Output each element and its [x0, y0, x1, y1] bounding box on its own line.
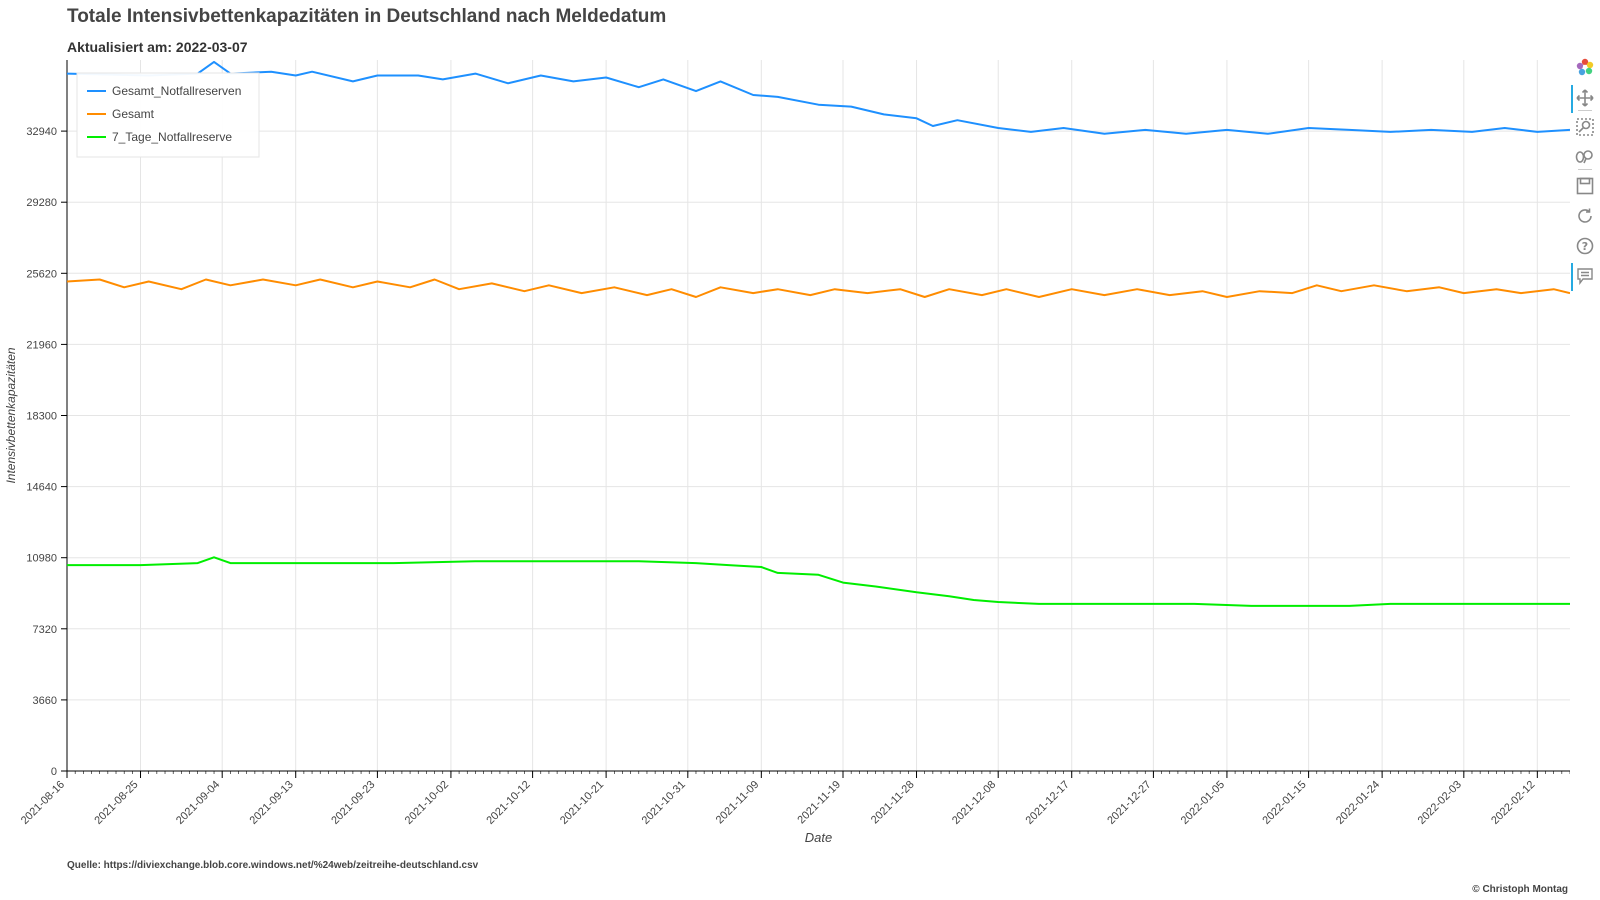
box-zoom-tool-icon[interactable]	[1574, 116, 1596, 138]
y-tick-label: 14640	[26, 482, 57, 494]
y-tick-label: 32940	[26, 126, 57, 138]
x-tick-label: 2022-01-24	[1334, 779, 1382, 827]
chart-toolbar: ?	[1571, 56, 1598, 306]
x-tick-label: 2022-01-05	[1179, 779, 1227, 827]
help-tool-icon[interactable]: ?	[1574, 235, 1596, 257]
svg-text:?: ?	[1582, 240, 1588, 253]
x-tick-label: 2021-09-13	[248, 779, 296, 827]
legend	[76, 72, 260, 158]
x-tick-label: 2021-11-09	[714, 779, 762, 827]
x-tick-label: 2021-10-02	[403, 779, 451, 827]
legend-label[interactable]: Gesamt	[112, 107, 155, 121]
page-title: Totale Intensivbettenkapazitäten in Deut…	[67, 6, 667, 27]
y-tick-label: 7320	[33, 624, 57, 636]
x-tick-label: 2021-11-28	[869, 779, 917, 827]
x-tick-label: 2021-08-25	[92, 779, 140, 827]
x-tick-label: 2022-02-12	[1489, 779, 1537, 827]
x-axis-label: Date	[805, 830, 832, 845]
x-tick-label: 2022-01-15	[1260, 779, 1308, 827]
reset-tool-icon[interactable]	[1574, 205, 1596, 227]
line-chart[interactable]: 0 3660 7320 10980 14640 18300 21960 25620 29280 3…	[0, 0, 1570, 860]
pan-tool-icon[interactable]	[1571, 85, 1596, 113]
bokeh-logo-icon[interactable]	[1574, 56, 1596, 78]
y-tick-label: 21960	[26, 339, 57, 351]
y-tick-label: 25620	[26, 268, 57, 280]
x-tick-label: 2021-09-23	[329, 779, 377, 827]
y-tick-label: 18300	[26, 411, 57, 423]
wheel-zoom-tool-icon[interactable]	[1574, 146, 1596, 168]
y-tick-label: 3660	[33, 695, 57, 707]
x-tick-label: 2021-12-17	[1024, 779, 1072, 827]
x-tick-label: 2021-08-16	[19, 779, 67, 827]
toolbar-divider	[1578, 169, 1592, 170]
legend-label[interactable]: 7_Tage_Notfallreserve	[112, 130, 232, 144]
x-tick-label: 2021-10-12	[484, 779, 532, 827]
x-tick-label: 2021-10-31	[640, 779, 688, 827]
x-tick-label: 2021-12-08	[950, 779, 998, 827]
series-line-7-tage-notfallreserve[interactable]	[67, 556, 1570, 607]
toolbar-divider	[1578, 110, 1592, 111]
y-tick-label: 29280	[26, 197, 57, 209]
y-axis-label: Intensivbettenkapazitäten	[4, 347, 18, 483]
y-tick-label: 0	[51, 766, 57, 778]
x-tick-label: 2021-12-27	[1105, 779, 1153, 827]
series-line-gesamt-notfallreserven[interactable]	[66, 60, 1570, 135]
copyright-note: © Christoph Montag	[1472, 884, 1568, 895]
hover-tool-icon[interactable]	[1571, 263, 1596, 291]
save-tool-icon[interactable]	[1574, 175, 1596, 197]
legend-label[interactable]: Gesamt_Notfallreserven	[112, 84, 241, 98]
x-tick-label: 2022-02-03	[1416, 779, 1464, 827]
chart-subtitle: Aktualisiert am: 2022-03-07	[67, 39, 248, 55]
x-tick-label: 2021-11-19	[795, 779, 843, 827]
x-tick-label: 2021-09-04	[174, 779, 222, 827]
series-line-gesamt[interactable]	[66, 278, 1570, 298]
x-tick-label: 2021-10-21	[558, 779, 606, 827]
source-note: Quelle: https://diviexchange.blob.core.w…	[67, 860, 479, 871]
y-tick-label: 10980	[26, 553, 57, 565]
